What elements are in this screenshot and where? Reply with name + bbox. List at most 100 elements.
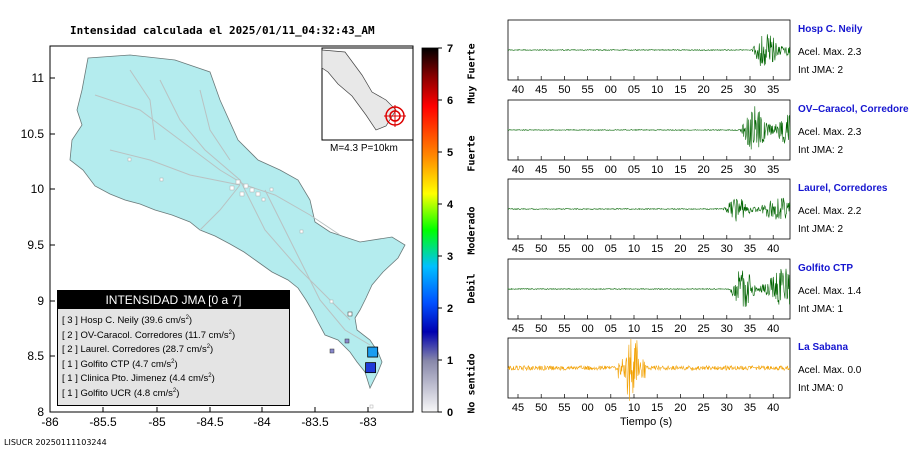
map-y-axis: 11 10.5 10 9.5 9 8.5 8 <box>21 71 55 419</box>
scale-tick-label: 1 <box>447 355 453 367</box>
legend-title: INTENSIDAD JMA [0 a 7] <box>58 291 289 309</box>
station-max-acceleration: Acel. Max. 2.3 <box>798 127 862 138</box>
seismogram-tick-label: 50 <box>558 84 570 96</box>
station-max-acceleration: Acel. Max. 1.4 <box>798 286 862 297</box>
map-y-tick-label: 8 <box>37 405 44 419</box>
scale-tick-label: 2 <box>447 303 453 315</box>
legend-station: Laurel. Corredores <box>80 344 163 356</box>
legend-row: [ 1 ] Golfito UCR (4.8 cm/s2) <box>62 388 179 399</box>
map-y-tick-label: 11 <box>32 71 45 85</box>
inset-land <box>321 49 397 131</box>
seismogram-tick-label: 15 <box>651 402 663 414</box>
seismogram-tick-label: 55 <box>581 164 593 176</box>
seismogram-tick-label: 15 <box>651 323 663 335</box>
legend-level: [ 3 ] <box>62 315 81 327</box>
station-jma-intensity: Int JMA: 2 <box>798 65 844 76</box>
map-x-tick-label: -83 <box>359 415 377 429</box>
legend-value: (4.7 cm/s <box>132 358 172 370</box>
seismogram-tick-label: 50 <box>535 243 547 255</box>
intensity-legend: INTENSIDAD JMA [0 a 7] [ 3 ] Hosp C. Nei… <box>57 290 290 406</box>
seismogram-tick-label: 45 <box>535 84 547 96</box>
seismogram-tick-label: 05 <box>628 164 640 176</box>
map-x-tick-label: -85 <box>148 415 166 429</box>
seismogram-tick-label: 20 <box>697 84 709 96</box>
seismogram-tick-label: 45 <box>512 243 524 255</box>
seismogram-tick-label: 55 <box>558 402 570 414</box>
station-jma-intensity: Int JMA: 2 <box>798 224 844 235</box>
map-title: Intensidad calculada el 2025/01/11_04:32… <box>70 24 375 37</box>
legend-exponent: 2 <box>206 344 211 350</box>
seismogram-tick-label: 30 <box>721 402 733 414</box>
legend-level: [ 2 ] <box>62 329 81 341</box>
station-name: OV–Caracol, Corredore <box>798 104 909 115</box>
map-y-tick-label: 10.5 <box>21 127 45 141</box>
legend-row: [ 2 ] OV-Caracol. Corredores (11.7 cm/s2… <box>62 330 235 341</box>
seismogram-tick-label: 20 <box>697 164 709 176</box>
seismogram-tick-label: 05 <box>605 402 617 414</box>
seismogram-tick-label: 05 <box>628 84 640 96</box>
legend-close: ) <box>210 344 214 356</box>
legend-station: Hosp C. Neily <box>80 315 142 327</box>
legend-exponent: 2 <box>228 329 233 336</box>
seismogram-tick-label: 50 <box>558 164 570 176</box>
legend-station: Golfito UCR <box>80 387 134 399</box>
seismogram-tick-label: 05 <box>605 323 617 335</box>
scale-tick-label: 5 <box>447 147 453 159</box>
seismogram-tick-label: 10 <box>628 402 640 414</box>
seismogram-tick-label: 15 <box>674 84 686 96</box>
scale-tick-label: 3 <box>447 251 453 263</box>
station-max-acceleration: Acel. Max. 0.0 <box>798 365 862 376</box>
seismogram-tick-label: 10 <box>651 164 663 176</box>
station-jma-intensity: Int JMA: 2 <box>798 145 844 156</box>
town-markers <box>127 157 374 409</box>
station-jma-intensity: Int JMA: 1 <box>798 304 844 315</box>
seismogram-tick-label: 40 <box>767 243 779 255</box>
map-y-tick-label: 9.5 <box>27 238 44 252</box>
scale-tick-label: 0 <box>447 407 453 419</box>
legend-value: (11.7 cm/s <box>185 329 229 341</box>
legend-close: ) <box>176 387 180 399</box>
seismogram-tick-label: 55 <box>558 323 570 335</box>
legend-close: ) <box>232 329 236 341</box>
seismogram-tick-label: 30 <box>744 84 756 96</box>
seismogram-tick-label: 00 <box>605 84 617 96</box>
station-name: Laurel, Corredores <box>798 183 888 194</box>
legend-close: ) <box>188 315 193 327</box>
road-network <box>94 69 371 346</box>
map-x-tick-label: -84.5 <box>196 415 224 429</box>
legend-level: [ 2 ] <box>62 344 81 356</box>
legend-station: Clinica Pto. Jimenez <box>80 373 170 385</box>
seismogram-tick-label: 30 <box>721 323 733 335</box>
seismogram-trace: 45 50 55 00 05 10 15 20 25 30 35 40 <box>507 337 791 414</box>
station-max-acceleration: Acel. Max. 2.2 <box>798 206 862 217</box>
station-intensity-marker <box>365 362 376 374</box>
seismogram-tick-label: 35 <box>744 323 756 335</box>
seismogram-trace: 45 50 55 00 05 10 15 20 25 30 35 40 <box>507 258 791 335</box>
seismogram-tick-label: 50 <box>535 402 547 414</box>
legend-row: [ 3 ] Hosp C. Neily (39.6 cm/s2) <box>62 315 192 326</box>
inset-caption: M=4.3 P=10km <box>330 143 398 154</box>
seismogram-tick-label: 40 <box>767 402 779 414</box>
seismogram-tick-label: 00 <box>605 164 617 176</box>
station-name: Golfito CTP <box>798 263 853 274</box>
seismogram-tick-label: 10 <box>628 323 640 335</box>
epicenter-marker <box>384 105 406 127</box>
map-y-tick-label: 9 <box>37 294 44 308</box>
legend-exponent: 2 <box>208 373 212 379</box>
legend-row: [ 1 ] Clinica Pto. Jimenez (4.4 cm/s2) <box>62 373 215 384</box>
seismogram-tick-label: 15 <box>651 243 663 255</box>
seismogram-panel: 40 45 50 55 00 05 10 15 20 25 30 35 40 45 50 55 00 05 10 15… <box>507 19 791 414</box>
seismogram-tick-label: 50 <box>535 323 547 335</box>
seismogram-tick-label: 30 <box>721 243 733 255</box>
map-y-tick-label: 8.5 <box>27 349 44 363</box>
seismogram-tick-label: 10 <box>628 243 640 255</box>
seismogram-tick-label: 30 <box>744 164 756 176</box>
seismogram-tick-label: 25 <box>697 402 709 414</box>
legend-station: Golfito CTP <box>80 358 133 370</box>
seismogram-tick-label: 10 <box>651 84 663 96</box>
seismogram-tick-label: 25 <box>721 84 733 96</box>
legend-close: ) <box>174 358 178 370</box>
map-x-axis: -86 -85.5 -85 -84.5 -84 -83.5 -83 <box>41 407 377 429</box>
legend-exponent: 2 <box>171 358 175 365</box>
map-x-tick-label: -85.5 <box>89 415 117 429</box>
